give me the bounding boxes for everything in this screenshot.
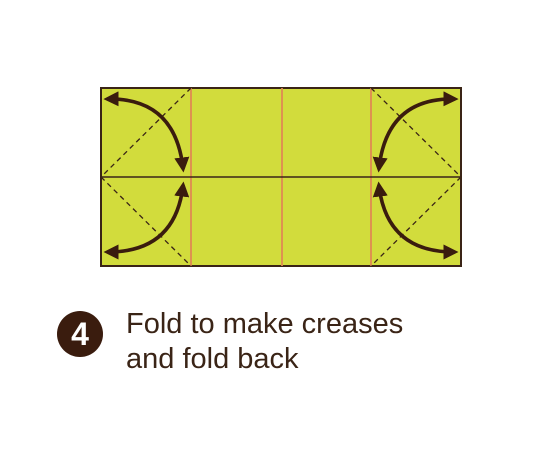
curved-double-arrow-icon	[103, 91, 190, 173]
instruction-line-1: Fold to make creases	[126, 308, 404, 340]
instruction-line-2: and fold back	[126, 343, 299, 375]
fold-arrows	[103, 91, 459, 260]
curved-double-arrow-icon	[103, 181, 190, 260]
curved-double-arrow-icon	[372, 181, 459, 260]
instruction-text: Fold to make creases and fold back	[126, 307, 506, 377]
step-number: 4	[71, 316, 89, 352]
curved-double-arrow-icon	[372, 91, 459, 173]
step-number-badge: 4	[57, 311, 103, 357]
